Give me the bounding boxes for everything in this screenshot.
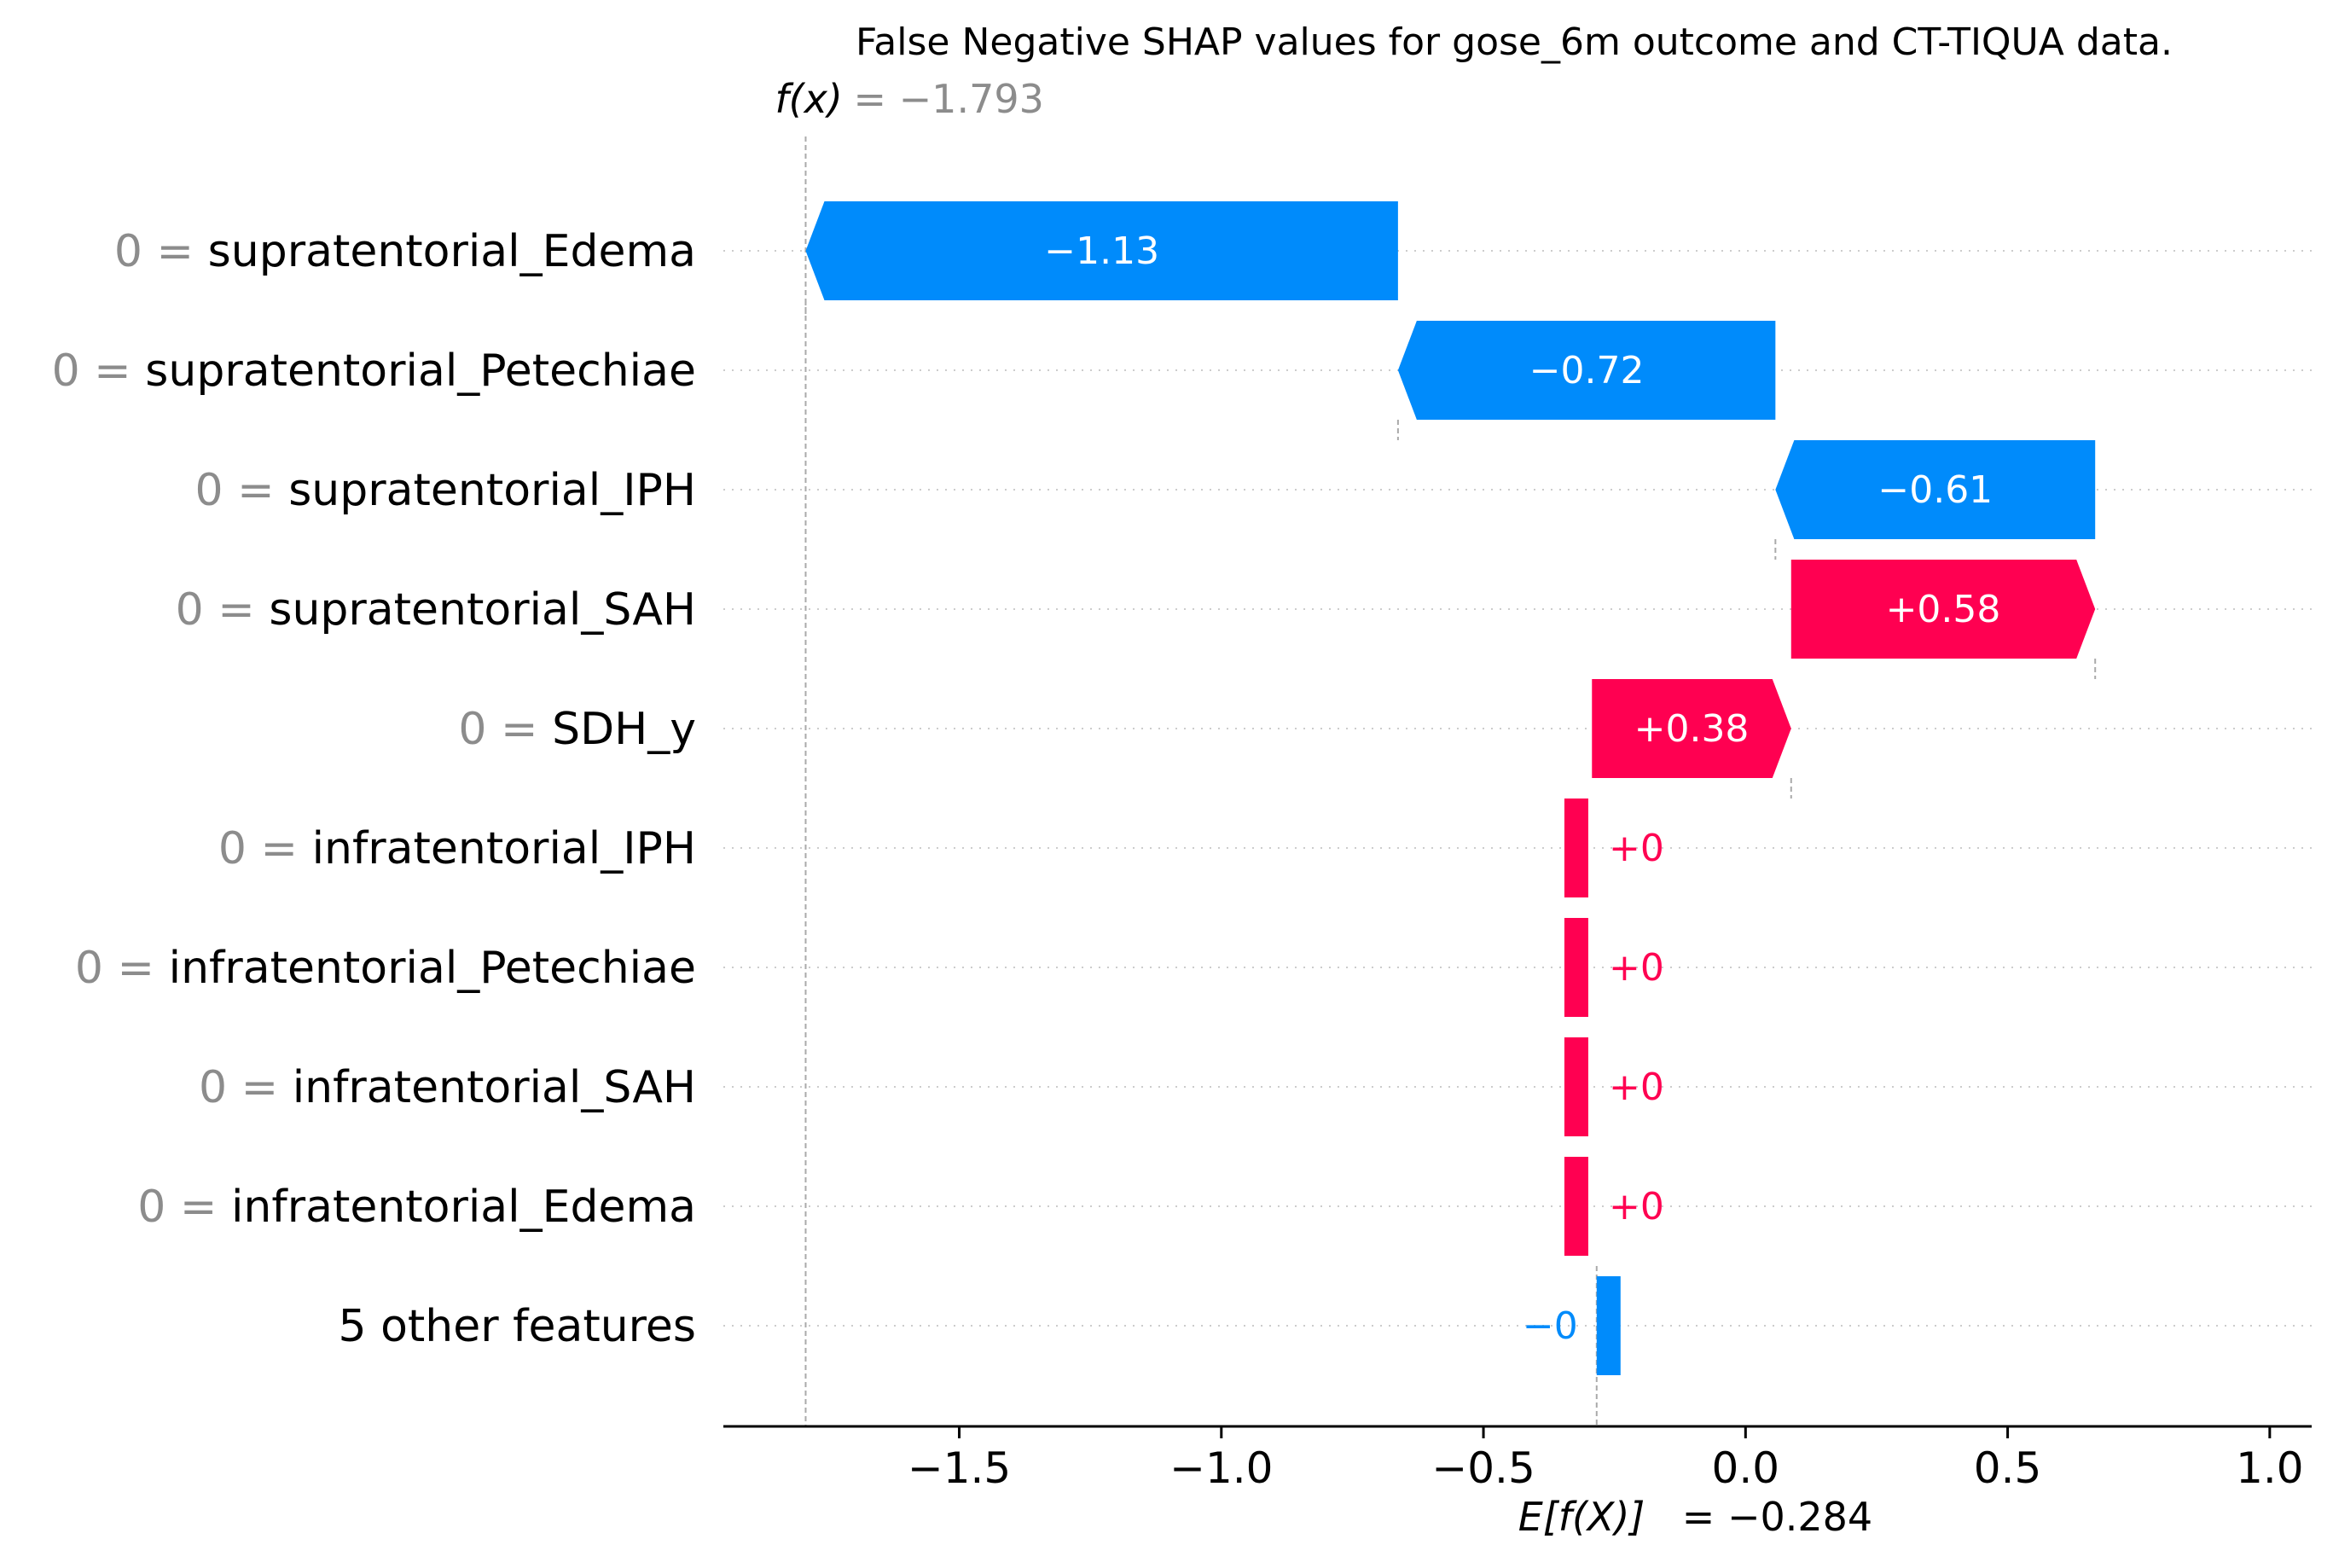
feature-label: 5 other features [338, 1301, 696, 1352]
x-tick-label: −1.0 [1169, 1443, 1273, 1493]
positive-bar [1564, 1037, 1588, 1136]
ef-annotation: E[f(X)] = −0.284 [1518, 1494, 1872, 1540]
feature-value: 0 = [176, 584, 270, 636]
feature-value: 0 = [458, 704, 552, 755]
bar-value-label: −0.72 [1529, 349, 1645, 392]
feature-name: supratentorial_Petechiae [145, 346, 696, 397]
ef-label: E[f(X)] [1518, 1494, 1645, 1540]
gridlines [723, 250, 2312, 1327]
x-tick-label: −1.5 [908, 1443, 1011, 1493]
feature-value: 0 = [137, 1182, 231, 1233]
feature-name: infratentorial_SAH [293, 1062, 696, 1113]
negative-bar [1775, 440, 2096, 539]
x-tick-label: 1.0 [2236, 1443, 2304, 1493]
feature-name: supratentorial_IPH [288, 465, 696, 516]
x-axis: −1.5 −1.0 −0.5 0.0 0.5 1.0 [723, 1425, 2312, 1493]
negative-bar [1397, 321, 1776, 420]
ef-value: = −0.284 [1682, 1494, 1872, 1540]
fx-value: = −1.793 [853, 76, 1043, 122]
positive-bar [1790, 560, 2096, 659]
feature-label: 0 = supratentorial_Edema [114, 226, 696, 277]
feature-label: 0 = supratentorial_SAH [176, 584, 696, 636]
feature-label: 0 = supratentorial_IPH [195, 465, 697, 516]
chart-title: False Negative SHAP values for gose_6m o… [856, 20, 2173, 64]
feature-label: 0 = supratentorial_Petechiae [52, 346, 696, 397]
fx-label: f(x) [775, 76, 842, 122]
feature-label: 0 = infratentorial_IPH [218, 823, 696, 874]
x-ticks: −1.5 −1.0 −0.5 0.0 0.5 1.0 [908, 1426, 2304, 1493]
feature-value: 0 = [75, 943, 169, 994]
feature-label: 0 = infratentorial_SAH [199, 1062, 696, 1113]
bars: −1.13 −0.72 −0.61 +0.58 +0.38 +0 +0 +0 +0 −0 [805, 201, 2096, 1375]
feature-value: 0 = [218, 823, 312, 874]
negative-bar [1596, 1276, 1621, 1375]
x-tick-label: 0.5 [1974, 1443, 2042, 1493]
feature-name: SDH_y [552, 704, 696, 755]
positive-bar [1564, 1157, 1588, 1256]
fx-annotation: f(x) = −1.793 [775, 76, 1043, 122]
feature-name: supratentorial_SAH [269, 584, 696, 636]
x-tick-label: 0.0 [1712, 1443, 1780, 1493]
bar-value-label: −1.13 [1044, 229, 1159, 273]
positive-bar [1592, 679, 1791, 778]
feature-value: 0 = [199, 1062, 293, 1113]
bar-value-label: +0 [1609, 1066, 1664, 1109]
feature-value: 0 = [52, 346, 146, 397]
feature-label: 0 = infratentorial_Edema [137, 1182, 696, 1233]
feature-name: 5 other features [338, 1301, 696, 1352]
feature-value: 0 = [195, 465, 289, 516]
feature-name: infratentorial_Edema [231, 1182, 696, 1233]
bar-value-label: −0.61 [1877, 468, 1993, 512]
positive-bar [1564, 918, 1588, 1017]
bar-value-label: +0 [1609, 946, 1664, 990]
feature-label: 0 = SDH_y [458, 704, 696, 755]
feature-name: supratentorial_Edema [208, 226, 696, 277]
bar-value-label: −0 [1523, 1304, 1578, 1348]
bar-value-label: +0.58 [1886, 588, 2001, 631]
feature-label: 0 = infratentorial_Petechiae [75, 943, 696, 994]
feature-name: infratentorial_IPH [312, 823, 696, 874]
bar-value-label: +0.38 [1634, 707, 1750, 751]
feature-name: infratentorial_Petechiae [169, 943, 696, 994]
negative-bar [805, 201, 1398, 300]
x-tick-label: −0.5 [1431, 1443, 1535, 1493]
feature-value: 0 = [114, 226, 208, 277]
bar-value-label: +0 [1609, 1185, 1664, 1228]
bar-value-label: +0 [1609, 827, 1664, 870]
positive-bar [1564, 799, 1588, 897]
